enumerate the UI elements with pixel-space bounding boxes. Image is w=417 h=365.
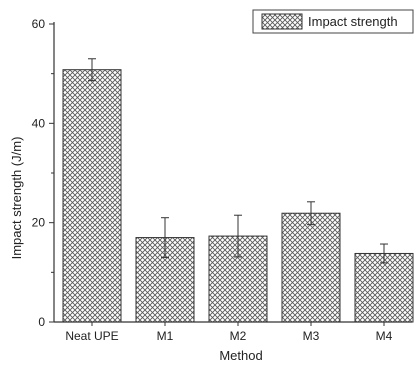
axes: Neat UPE M1 M2 M3 M4 0 20 40 60 Method Impact stre… [9, 17, 412, 363]
x-tick-label: M2 [230, 329, 247, 343]
bar-neat-upe [62, 69, 122, 323]
x-tick-label: M4 [376, 329, 393, 343]
bar-m3 [281, 212, 341, 323]
y-tick-label: 60 [32, 17, 46, 31]
legend-label: Impact strength [308, 14, 398, 29]
bar-m4 [354, 252, 414, 323]
y-tick-label: 0 [38, 315, 45, 329]
x-tick-label: M3 [303, 329, 320, 343]
plot-area [62, 58, 414, 323]
y-tick-label: 20 [32, 216, 46, 230]
x-tick-label: M1 [157, 329, 174, 343]
y-axis-title: Impact strength (J/m) [9, 137, 24, 260]
x-axis-title: Method [219, 348, 262, 363]
legend: Impact strength [252, 9, 414, 34]
y-tick-label: 40 [32, 116, 46, 130]
legend-swatch [261, 13, 303, 30]
x-tick-label: Neat UPE [65, 329, 118, 343]
